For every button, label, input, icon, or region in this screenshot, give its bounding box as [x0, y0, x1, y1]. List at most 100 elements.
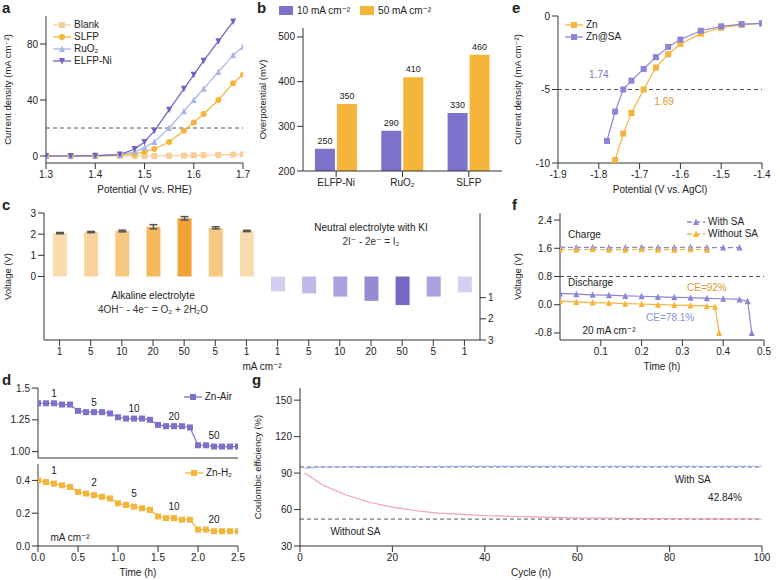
svg-text:290: 290: [384, 118, 399, 128]
svg-text:0.0: 0.0: [16, 541, 30, 552]
svg-text:2: 2: [488, 313, 494, 324]
svg-text:0.2: 0.2: [16, 508, 30, 519]
svg-text:10: 10: [334, 346, 346, 357]
svg-text:1: 1: [275, 346, 281, 357]
svg-text:42.84%: 42.84%: [708, 492, 742, 503]
svg-text:300: 300: [278, 121, 295, 132]
svg-text:0: 0: [30, 271, 36, 282]
svg-text:1.69: 1.69: [654, 96, 674, 107]
svg-text:Without SA: Without SA: [330, 526, 380, 537]
svg-text:-5: -5: [541, 84, 550, 95]
svg-text:0.8: 0.8: [538, 271, 552, 282]
svg-text:20: 20: [208, 514, 220, 525]
svg-text:Current density (mA cm⁻²): Current density (mA cm⁻²): [2, 34, 13, 145]
svg-text:-1.6: -1.6: [672, 169, 690, 180]
svg-text:Voltage (V): Voltage (V): [2, 253, 13, 300]
svg-text:1: 1: [57, 346, 63, 357]
svg-text:80: 80: [664, 552, 676, 563]
svg-text:0.4: 0.4: [16, 475, 30, 486]
svg-text:5: 5: [91, 397, 97, 408]
svg-text:60: 60: [572, 552, 584, 563]
svg-text:Discharge: Discharge: [568, 277, 613, 288]
svg-text:20 mA cm⁻²: 20 mA cm⁻²: [582, 325, 636, 336]
svg-text:20: 20: [387, 552, 399, 563]
svg-text:CE=92%: CE=92%: [687, 282, 727, 293]
svg-text:-1.5: -1.5: [713, 169, 731, 180]
svg-text:Overpotential (mV): Overpotential (mV): [257, 60, 268, 140]
svg-text:0.0: 0.0: [538, 299, 552, 310]
svg-text:20: 20: [365, 346, 377, 357]
svg-text:5: 5: [88, 346, 94, 357]
svg-text:60: 60: [281, 504, 293, 515]
svg-text:40: 40: [479, 552, 491, 563]
svg-text:1.74: 1.74: [589, 69, 609, 80]
svg-text:50: 50: [397, 346, 409, 357]
svg-text:1.6: 1.6: [538, 243, 552, 254]
svg-text:RuO₂: RuO₂: [390, 177, 415, 188]
svg-text:460: 460: [472, 42, 487, 52]
svg-text:1.00: 1.00: [11, 446, 31, 457]
svg-text:0.3: 0.3: [675, 346, 689, 357]
svg-text:30: 30: [281, 541, 293, 552]
svg-text:-0.8: -0.8: [535, 327, 553, 338]
svg-text:Charge: Charge: [568, 229, 601, 240]
svg-text:1.4: 1.4: [88, 169, 102, 180]
svg-text:1: 1: [462, 346, 468, 357]
svg-text:ELFP-Ni: ELFP-Ni: [317, 177, 355, 188]
svg-text:50: 50: [208, 430, 220, 441]
svg-text:0: 0: [544, 11, 550, 22]
svg-text:330: 330: [450, 100, 465, 110]
svg-text:10: 10: [116, 346, 128, 357]
svg-text:500: 500: [278, 31, 295, 42]
svg-text:150: 150: [275, 395, 292, 406]
svg-text:200: 200: [278, 166, 295, 177]
svg-text:1.25: 1.25: [11, 414, 31, 425]
svg-text:Potential (V vs. AgCl): Potential (V vs. AgCl): [613, 184, 707, 195]
svg-text:Potential (V vs. RHE): Potential (V vs. RHE): [97, 184, 191, 195]
svg-text:400: 400: [278, 76, 295, 87]
svg-text:410: 410: [406, 64, 421, 74]
svg-text:SLFP: SLFP: [456, 177, 481, 188]
svg-text:-10: -10: [536, 158, 551, 169]
svg-text:1.3: 1.3: [39, 169, 53, 180]
svg-text:0.0: 0.0: [31, 552, 45, 563]
svg-text:0: 0: [297, 552, 303, 563]
svg-text:-1.4: -1.4: [753, 169, 771, 180]
svg-text:-1.8: -1.8: [590, 169, 608, 180]
svg-text:1.6: 1.6: [187, 169, 201, 180]
svg-text:5: 5: [431, 346, 437, 357]
svg-text:2: 2: [30, 229, 36, 240]
svg-text:2.4: 2.4: [538, 215, 552, 226]
svg-text:Voltage (V): Voltage (V): [512, 253, 523, 300]
svg-text:0.4: 0.4: [716, 346, 730, 357]
svg-text:1.0: 1.0: [111, 552, 125, 563]
svg-text:5: 5: [306, 346, 312, 357]
svg-text:Current density (mA cm⁻²): Current density (mA cm⁻²): [512, 34, 523, 145]
svg-text:1.5: 1.5: [151, 552, 165, 563]
svg-text:Cycle (n): Cycle (n): [511, 567, 551, 578]
svg-text:Coulombic efficiency (%): Coulombic efficiency (%): [252, 415, 263, 519]
svg-text:5: 5: [213, 346, 219, 357]
svg-text:80: 80: [27, 39, 39, 50]
svg-text:0.1: 0.1: [594, 346, 608, 357]
svg-text:90: 90: [281, 468, 293, 479]
svg-text:-1.9: -1.9: [549, 169, 567, 180]
svg-text:3: 3: [488, 335, 494, 346]
svg-text:1: 1: [30, 250, 36, 261]
svg-text:1.7: 1.7: [236, 169, 250, 180]
svg-text:2: 2: [91, 477, 97, 488]
svg-text:Time (h): Time (h): [120, 567, 157, 578]
svg-text:-1.7: -1.7: [631, 169, 649, 180]
svg-text:40: 40: [27, 95, 39, 106]
svg-text:100: 100: [754, 552, 771, 563]
svg-text:250: 250: [317, 136, 332, 146]
svg-text:1: 1: [51, 465, 57, 476]
svg-text:1: 1: [244, 346, 250, 357]
svg-text:1: 1: [488, 292, 494, 303]
svg-text:5: 5: [131, 488, 137, 499]
svg-text:2.0: 2.0: [191, 552, 205, 563]
svg-text:1.5: 1.5: [138, 169, 152, 180]
svg-text:50: 50: [179, 346, 191, 357]
svg-text:0.2: 0.2: [635, 346, 649, 357]
svg-text:20: 20: [168, 411, 180, 422]
